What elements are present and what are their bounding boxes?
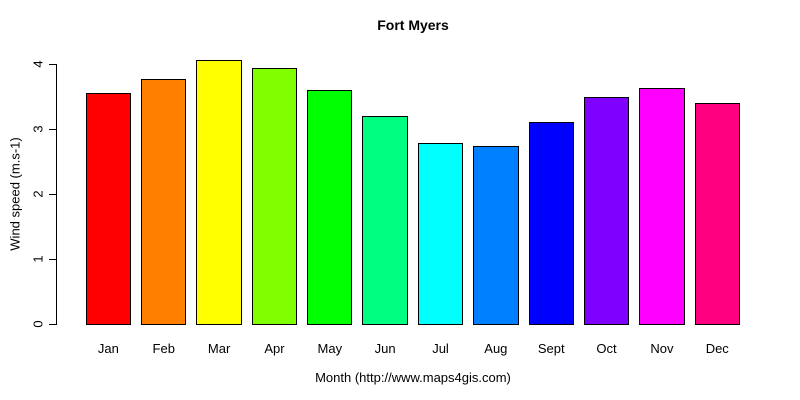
y-tick-label: 4 [30,60,46,69]
bar-aug [473,145,519,325]
bar-jul [417,142,464,325]
x-tick-label-nov: Nov [650,341,674,356]
y-tick-mark [49,194,56,196]
bar-jun [362,115,408,325]
x-tick-label-sept: Sept [537,341,565,356]
bar-nov [639,87,685,325]
x-tick-label-apr: Apr [264,341,285,356]
bar-mar [196,59,242,325]
y-tick-label: 2 [30,190,46,198]
y-tick-mark [49,129,56,131]
bar-apr [251,67,298,325]
y-tick-label: 3 [30,125,46,133]
x-tick-label-may: May [317,341,343,356]
x-tick-label-feb: Feb [152,341,175,356]
y-axis-label: Wind speed (m.s-1) [7,137,23,251]
y-axis-line [56,64,57,325]
bar-feb [141,78,187,325]
bar-jan [85,92,132,325]
x-tick-label-dec: Dec [705,341,729,356]
y-tick-label: 1 [30,255,46,263]
bar-dec [694,102,740,325]
x-tick-label-jan: Jan [97,341,119,356]
x-tick-label-mar: Mar [207,341,231,356]
x-tick-label-oct: Oct [596,341,617,356]
x-axis-label: Month (http://www.maps4gis.com) [315,370,511,385]
y-tick-label: 0 [30,320,46,328]
x-tick-label-aug: Aug [484,341,508,356]
chart-title: Fort Myers [377,17,449,33]
y-tick-mark [49,259,56,261]
y-tick-mark [49,64,56,66]
y-tick-mark [49,324,56,325]
x-tick-label-jun: Jun [374,341,396,356]
bar-oct [583,96,630,325]
x-tick-label-jul: Jul [432,341,449,356]
bar-may [307,90,353,325]
bar-sept [528,121,574,325]
